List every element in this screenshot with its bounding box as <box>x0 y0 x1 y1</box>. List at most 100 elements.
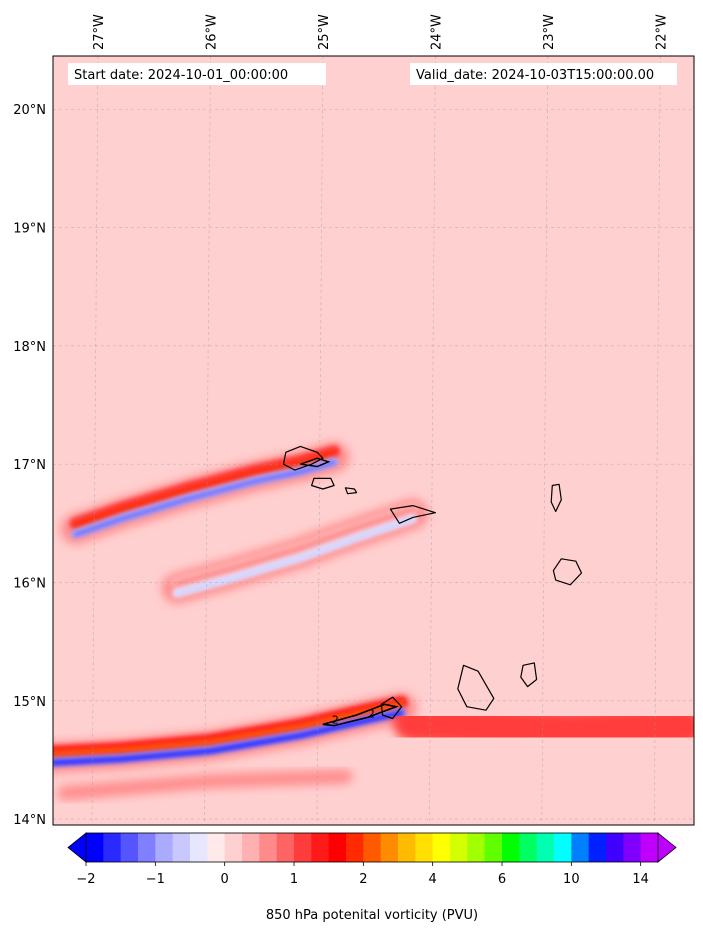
colorbar-cell <box>398 833 416 862</box>
colorbar-cell <box>294 833 312 862</box>
pv-negative-core <box>175 517 415 596</box>
colorbar-cell <box>554 833 572 862</box>
colorbar-tick-label: 10 <box>563 872 580 887</box>
latitude-tick-labels: 14°N 15°N 16°N 17°N 18°N 19°N 20°N <box>13 103 46 828</box>
colorbar-cell <box>207 833 226 862</box>
start-date-label: Start date: 2024-10-01_00:00:00 <box>74 68 288 83</box>
colorbar-tick-label: −1 <box>146 872 165 887</box>
lat-tick-label: 20°N <box>13 103 46 118</box>
colorbar-cell <box>415 833 434 862</box>
colorbar-cell <box>311 833 330 862</box>
lon-tick-label: 26°W <box>204 14 219 50</box>
colorbar-cell <box>138 833 156 862</box>
map-background <box>53 56 694 825</box>
pv-streak-middle-trail <box>161 498 428 604</box>
meridian-line <box>541 56 549 825</box>
colorbar-cell <box>606 833 624 862</box>
colorbar-cell <box>328 833 347 862</box>
lon-tick-label: 27°W <box>92 14 107 50</box>
lon-tick-label: 24°W <box>429 14 444 50</box>
colorbar-tick-label: 1 <box>290 872 298 887</box>
colorbar-ticks: −2 −1 0 1 2 4 6 10 14 <box>76 862 649 887</box>
contour-label: 2 <box>368 707 375 720</box>
coastlines <box>282 445 583 720</box>
colorbar-tick-label: 6 <box>498 872 506 887</box>
lat-tick-label: 17°N <box>13 458 46 473</box>
colorbar-cell <box>259 833 278 862</box>
lat-tick-label: 16°N <box>13 576 46 591</box>
colorbar-tick-label: 4 <box>429 872 437 887</box>
island-santiago <box>457 664 495 711</box>
island-maio <box>520 662 538 688</box>
colorbar-tick-label: 0 <box>221 872 229 887</box>
colorbar-cell <box>571 833 590 862</box>
colorbar-cell <box>172 833 191 862</box>
meridian-line <box>653 56 661 825</box>
valid-date-label: Valid_date: 2024-10-03T15:00:00.00 <box>416 68 654 83</box>
colorbar-cell <box>588 833 607 862</box>
meridian-line <box>91 56 99 825</box>
pv-field <box>53 442 694 801</box>
colorbar-cell <box>86 833 104 862</box>
pv-negative-core <box>53 711 404 765</box>
colorbar-frame <box>85 832 659 863</box>
valid-date-box <box>410 63 677 85</box>
island-sao-nicolau <box>389 505 436 524</box>
colorbar-under-arrow <box>67 832 87 863</box>
lat-tick-label: 19°N <box>13 222 46 237</box>
colorbar-cell <box>224 833 243 862</box>
pv-negative-core <box>74 460 336 537</box>
map-frame <box>52 55 695 826</box>
annotations: Start date: 2024-10-01_00:00:00 Valid_da… <box>68 63 677 85</box>
colorbar-cell <box>363 833 382 862</box>
meridian-line <box>204 56 211 825</box>
pv-positive-core <box>73 450 337 528</box>
island-sal <box>550 483 562 513</box>
island-boa-vista <box>552 558 583 586</box>
pv-positive-core <box>174 507 416 587</box>
lat-tick-label: 15°N <box>13 695 46 710</box>
colorbar-cell <box>346 833 364 862</box>
pv-positive-core <box>53 701 405 756</box>
colorbar-cell <box>519 833 538 862</box>
colorbar-cell <box>380 833 399 862</box>
colorbar-cell <box>640 833 659 862</box>
colorbar-tick-label: 14 <box>632 872 649 887</box>
colorbar-cell <box>432 833 451 862</box>
island-santa-luzia <box>344 487 358 495</box>
colorbar-tick-label: −2 <box>76 872 95 887</box>
island-santo-antao <box>282 445 324 471</box>
colorbar-cell <box>103 833 122 862</box>
colorbar-cell <box>155 833 174 862</box>
lon-tick-label: 22°W <box>654 14 669 50</box>
colorbar-over-arrow <box>657 832 677 863</box>
pv-contour-south <box>322 703 399 727</box>
pv-southern-band <box>57 769 353 801</box>
lon-tick-label: 25°W <box>317 14 332 50</box>
meridian-line <box>429 56 436 825</box>
colorbar-cell <box>502 833 520 862</box>
contour-label: 2 <box>332 713 339 726</box>
colorbar-tick-label: 2 <box>359 872 367 887</box>
colorbar-cell <box>120 833 139 862</box>
pv-contour-north <box>300 457 331 468</box>
colorbar-cell <box>536 833 555 862</box>
colorbar-cell <box>190 833 208 862</box>
longitude-tick-labels: 27°W 26°W 25°W 24°W 23°W 22°W <box>92 14 669 50</box>
island-sao-vicente <box>311 477 335 490</box>
graticule <box>53 56 694 825</box>
colorbar: −2 −1 0 1 2 4 6 10 14 850 hPa potenital vorticit… <box>67 832 677 923</box>
colorbar-cell <box>450 833 468 862</box>
colorbar-cell <box>623 833 642 862</box>
colorbar-cells <box>67 832 677 863</box>
pv-downstream-band <box>392 702 694 752</box>
lat-tick-label: 18°N <box>13 340 46 355</box>
colorbar-label: 850 hPa potenital vorticity (PVU) <box>266 908 478 923</box>
colorbar-cell <box>276 833 295 862</box>
meridian-line <box>316 56 324 825</box>
island-fogo <box>380 696 403 720</box>
lat-tick-label: 14°N <box>13 813 46 828</box>
lon-tick-label: 23°W <box>542 14 557 50</box>
